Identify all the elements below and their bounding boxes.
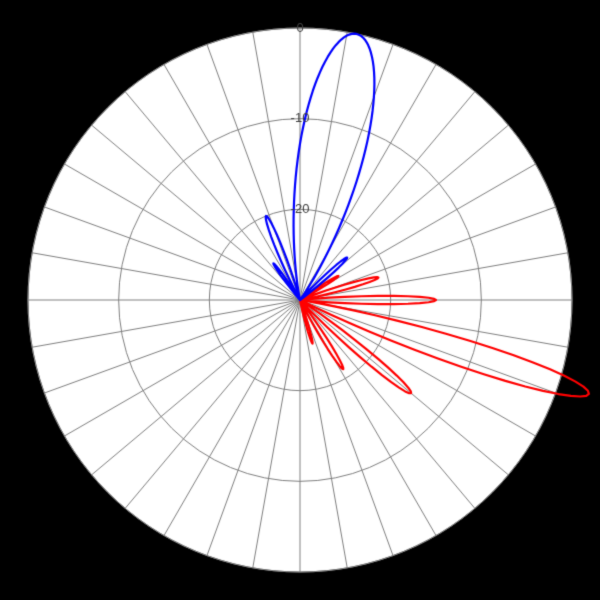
antenna-polar-chart bbox=[0, 0, 600, 600]
